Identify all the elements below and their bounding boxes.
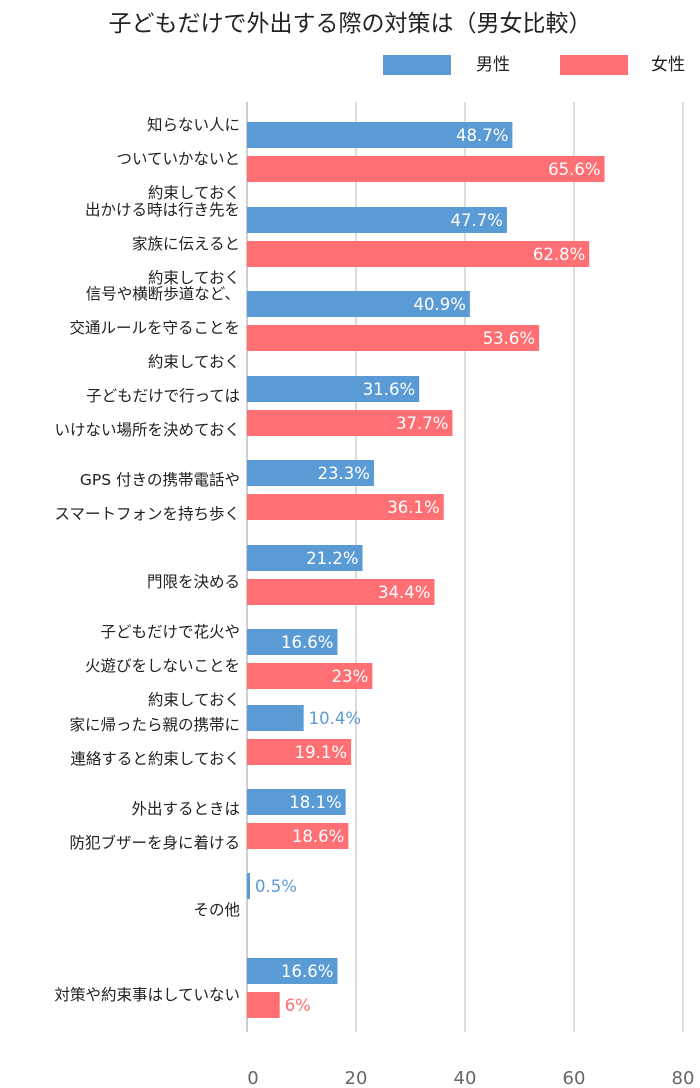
data-label: 40.9% <box>413 295 465 314</box>
category-label: スマートフォンを持ち歩く <box>54 505 240 523</box>
bar-male <box>247 958 338 984</box>
bar-male <box>247 789 346 815</box>
category-label: 火遊びをしないことを <box>85 657 240 675</box>
bar-male <box>247 545 363 571</box>
bar-female <box>247 739 352 765</box>
bar-male <box>247 291 470 317</box>
category-label: 約束しておく <box>148 353 240 371</box>
data-label: 53.6% <box>483 329 535 348</box>
data-label: 34.4% <box>378 583 430 602</box>
category-label: 交通ルールを守ることを <box>69 319 240 337</box>
data-label: 21.2% <box>306 549 358 568</box>
data-label: 47.7% <box>451 211 503 230</box>
data-label: 19.1% <box>295 743 347 762</box>
x-tick-label: 20 <box>345 1068 368 1088</box>
x-tick-label: 40 <box>454 1068 477 1088</box>
bar-male <box>247 705 304 731</box>
legend-swatch-male <box>383 55 451 75</box>
category-label: 外出するときは <box>131 800 240 818</box>
bar-male <box>247 122 513 148</box>
bar-female <box>247 494 444 520</box>
data-label: 23.3% <box>318 464 370 483</box>
category-label: 出かける時は行き先を <box>85 201 240 219</box>
bar-male <box>247 629 338 655</box>
bar-female <box>247 410 453 436</box>
x-tick-label: 0 <box>247 1068 258 1088</box>
category-label: 対策や約束事はしていない <box>54 986 240 1004</box>
chart-title: 子どもだけで外出する際の対策は（男女比較） <box>108 11 592 37</box>
data-label: 37.7% <box>396 414 448 433</box>
data-label: 48.7% <box>456 126 508 145</box>
bar-female <box>247 156 605 182</box>
bar-female <box>247 325 540 351</box>
bar-female <box>247 241 590 267</box>
category-label: GPS 付きの携帯電話や <box>80 471 240 489</box>
category-label: 約束しておく <box>148 691 240 709</box>
data-label: 0.5% <box>255 877 297 896</box>
category-label: 家族に伝えると <box>132 235 240 253</box>
category-label: 家に帰ったら親の携帯に <box>69 716 240 734</box>
category-label: 子どもだけで行っては <box>86 387 240 405</box>
bar-female <box>247 579 435 605</box>
legend-swatch-female <box>560 55 628 75</box>
category-label: ついていかないと <box>116 150 240 168</box>
data-label: 31.6% <box>363 380 415 399</box>
data-label: 16.6% <box>281 633 333 652</box>
data-label: 18.1% <box>289 793 341 812</box>
bar-male <box>247 460 374 486</box>
legend: 男性 女性 <box>0 54 700 78</box>
data-label: 23% <box>332 667 369 686</box>
category-label: 連絡すると約束しておく <box>70 750 240 768</box>
legend-label-male: 男性 <box>476 55 510 75</box>
data-label: 65.6% <box>548 160 600 179</box>
bar-female <box>247 823 349 849</box>
bar-female <box>247 663 373 689</box>
category-label: 知らない人に <box>147 116 240 134</box>
category-label: 子どもだけで花火や <box>100 623 240 641</box>
data-label: 6% <box>285 996 311 1015</box>
data-label: 16.6% <box>281 962 333 981</box>
x-tick-label: 60 <box>563 1068 586 1088</box>
category-label: その他 <box>193 901 240 919</box>
legend-label-female: 女性 <box>651 55 685 75</box>
category-label: いけない場所を決めておく <box>54 421 240 439</box>
data-label: 18.6% <box>292 827 344 846</box>
bar-female <box>247 992 280 1018</box>
data-label: 10.4% <box>309 709 361 728</box>
category-label: 約束しておく <box>148 269 240 287</box>
category-label: 防犯ブザーを身に着ける <box>69 833 240 852</box>
x-tick-label: 80 <box>672 1068 695 1088</box>
bar-male <box>247 376 420 402</box>
category-label: 信号や横断歩道など、 <box>86 285 240 303</box>
data-label: 36.1% <box>387 498 439 517</box>
category-label: 門限を決める <box>147 573 240 591</box>
data-label: 62.8% <box>533 245 585 264</box>
bar-male <box>247 873 250 899</box>
category-label: 約束しておく <box>148 184 240 202</box>
bar-male <box>247 207 507 233</box>
